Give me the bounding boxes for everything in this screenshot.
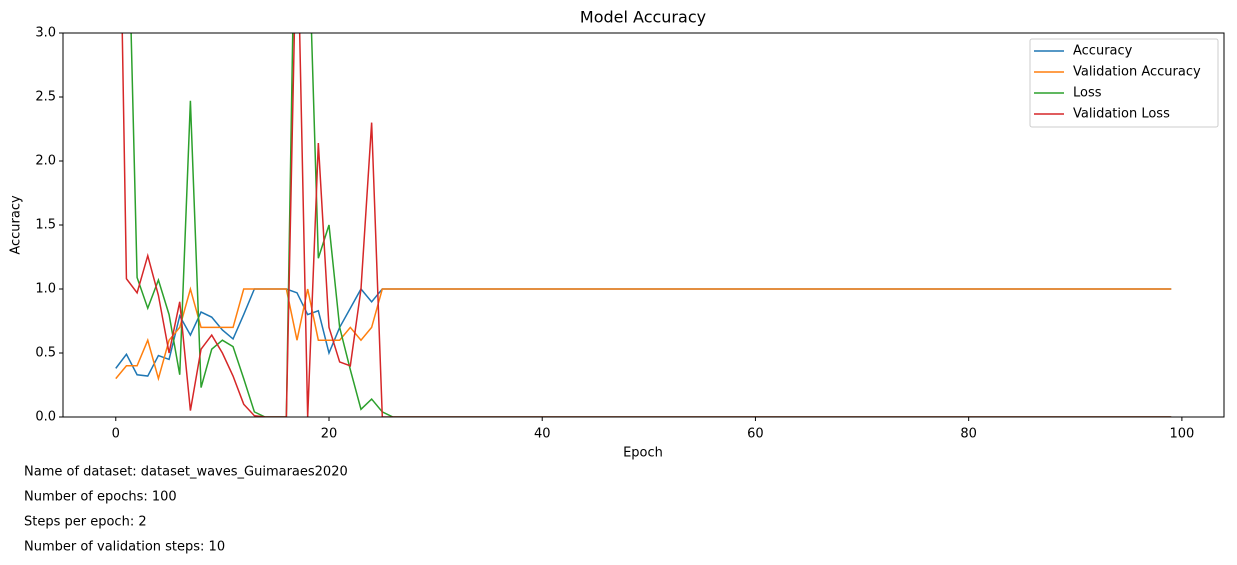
legend-label: Validation Accuracy (1073, 65, 1201, 80)
line-series (115, 287, 1172, 377)
info-line: Name of dataset: dataset_waves_Guimaraes… (24, 465, 348, 480)
x-tick-label: 100 (1169, 427, 1194, 442)
line-series (115, 286, 1172, 382)
plot-frame (62, 32, 1225, 418)
info-line: Number of validation steps: 10 (24, 540, 225, 555)
y-tick-label: 0.0 (35, 410, 56, 425)
x-tick-label: 60 (747, 427, 764, 442)
legend-label: Validation Loss (1073, 107, 1170, 122)
y-tick-label: 2.0 (35, 154, 56, 169)
series-group (115, 286, 1172, 382)
y-tick-label: 1.0 (35, 282, 56, 297)
y-axis-label: Accuracy (9, 195, 24, 255)
legend-box (1029, 38, 1219, 128)
line-series (121, 33, 1172, 417)
y-tick-label: 0.5 (35, 346, 56, 361)
series-group (121, 33, 1172, 417)
y-tick-label: 2.5 (35, 90, 56, 105)
series-group (115, 287, 1172, 377)
chart-title: Model Accuracy (580, 8, 706, 27)
y-tick-label: 1.5 (35, 218, 56, 233)
info-line: Steps per epoch: 2 (24, 515, 147, 530)
y-tick-label: 3.0 (35, 26, 56, 41)
x-tick-label: 20 (321, 427, 338, 442)
x-axis-label: Epoch (623, 446, 663, 461)
line-series (130, 33, 1172, 417)
legend-label: Loss (1073, 86, 1102, 101)
legend-label: Accuracy (1073, 44, 1133, 59)
x-tick-label: 80 (960, 427, 977, 442)
x-tick-label: 40 (534, 427, 551, 442)
info-line: Number of epochs: 100 (24, 490, 177, 505)
series-group (130, 33, 1172, 417)
x-tick-label: 0 (112, 427, 120, 442)
